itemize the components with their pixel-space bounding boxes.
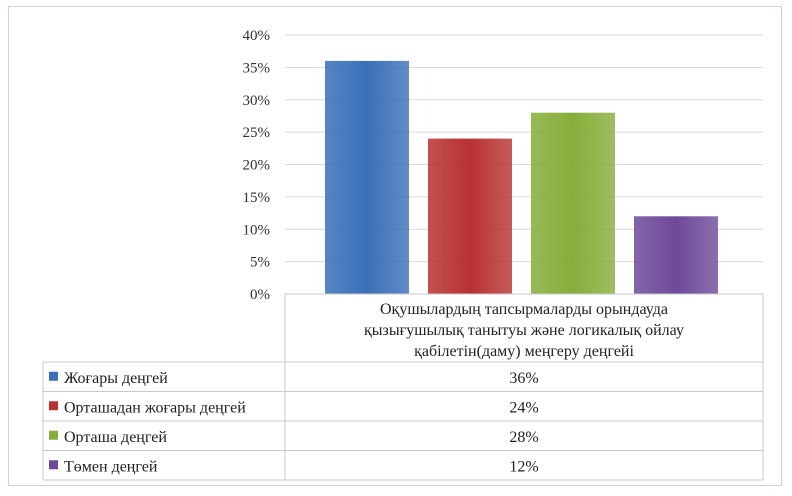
bars xyxy=(325,60,718,295)
y-axis: 0% 5% 10% 15% 20% 25% 30% 35% 40% xyxy=(243,28,271,303)
data-label: 24% xyxy=(509,399,538,416)
bar-4 xyxy=(634,216,718,294)
y-tick-label: 35% xyxy=(243,60,271,76)
category-label-line: қызығушылық танытуы және логикалық ойлау xyxy=(364,322,684,339)
data-label: 28% xyxy=(509,429,538,446)
data-table: Оқушылардың тапсырмаларды орындауда қызығ… xyxy=(42,293,764,481)
y-tick-label: 0% xyxy=(250,287,270,303)
y-tick-label: 10% xyxy=(243,222,271,238)
bar-1 xyxy=(325,60,409,295)
legend-label: Орташадан жоғары деңгей xyxy=(64,399,246,416)
legend-swatch xyxy=(49,401,58,411)
data-label: 36% xyxy=(509,370,538,387)
legend-label: Орташа деңгей xyxy=(64,429,167,446)
legend-swatch xyxy=(49,430,58,440)
y-tick-label: 5% xyxy=(250,255,270,271)
bar-2 xyxy=(428,138,512,294)
y-tick-label: 20% xyxy=(243,158,271,174)
chart-frame xyxy=(8,6,782,486)
bar-3 xyxy=(531,112,615,294)
data-label: 12% xyxy=(509,458,538,475)
legend-label: Төмен деңгей xyxy=(64,458,158,475)
y-tick-label: 30% xyxy=(243,93,271,109)
category-label-line: Оқушылардың тапсырмаларды орындауда xyxy=(380,301,668,318)
y-tick-label: 40% xyxy=(243,28,271,44)
y-tick-label: 25% xyxy=(243,125,271,141)
legend-swatch xyxy=(49,371,58,381)
legend-label: Жоғары деңгей xyxy=(64,370,168,387)
category-label-line: қабілетін(даму) меңгеру деңгейі xyxy=(414,343,634,360)
legend-swatch xyxy=(49,460,58,470)
y-tick-label: 15% xyxy=(243,190,271,206)
